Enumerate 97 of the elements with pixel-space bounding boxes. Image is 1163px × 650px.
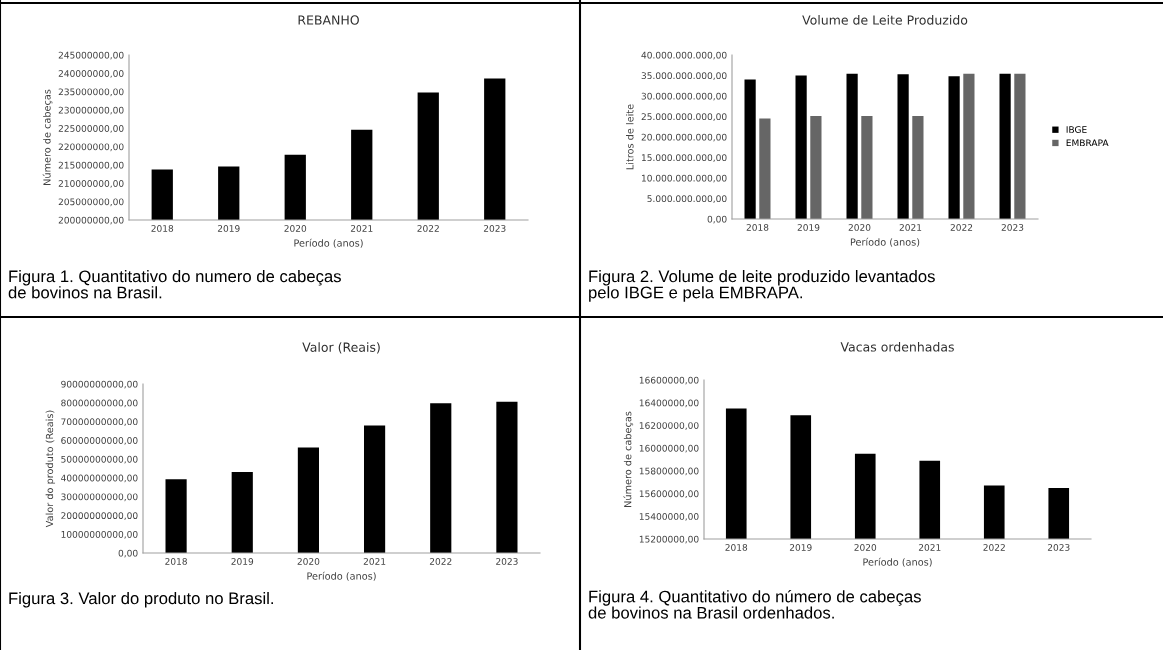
- y-tick-label: 15600000,00: [639, 490, 699, 499]
- bar: [948, 76, 960, 219]
- bar: [963, 73, 975, 219]
- x-tick-label: 2019: [231, 558, 254, 565]
- x-tick-label: 2018: [165, 558, 187, 565]
- x-tick-label: 2021: [350, 225, 373, 232]
- y-tick-label: 16000000,00: [639, 444, 699, 453]
- text: Figura 2. Volume de leite produzido levantados pelo IBGE e pela EMBRAPA.: [589, 270, 935, 302]
- chart-title: REBANHO: [298, 15, 359, 25]
- y-tick-label: 230000000,00: [58, 106, 124, 115]
- y-tick-label: 20000000000,00: [61, 512, 138, 520]
- text: Figura 3. Valor do produto no Brasil.: [9, 592, 273, 608]
- x-axis-title: Período (anos): [850, 237, 920, 247]
- x-tick-label: 2021: [363, 558, 386, 565]
- bar: [430, 403, 452, 553]
- y-tick-label: 30.000.000.000,00: [641, 92, 727, 101]
- y-tick-label: 205000000,00: [58, 198, 124, 207]
- y-tick-label: 245000000,00: [58, 51, 124, 60]
- x-tick-label: 2018: [725, 544, 748, 551]
- bar: [1014, 73, 1026, 219]
- y-tick-label: 225000000,00: [58, 125, 124, 133]
- x-tick-label: 2018: [746, 224, 769, 231]
- text: Figura 4. Quantitativo do número de cabeças de bovinos na Brasil ordenhados.: [588, 590, 921, 619]
- y-tick-label: 220000000,00: [58, 143, 124, 152]
- y-tick-label: 40.000.000.000,00: [641, 51, 727, 60]
- bar: [810, 116, 822, 219]
- chart-title: Vacas ordenhadas: [840, 341, 954, 352]
- y-tick-label: 35.000.000.000,00: [641, 72, 727, 80]
- x-axis-title: Período (anos): [294, 238, 363, 248]
- y-tick-label: 80000000000,00: [61, 399, 138, 408]
- y-tick-label: 5.000.000.000,00: [647, 195, 727, 203]
- x-tick-label: 2019: [789, 544, 812, 551]
- x-tick-label: 2023: [483, 225, 506, 232]
- x-tick-label: 2020: [297, 558, 320, 565]
- y-tick-label: 235000000,00: [58, 88, 124, 97]
- y-tick-label: 70000000000,00: [61, 418, 138, 427]
- bar: [861, 116, 873, 219]
- chart-title: Valor (Reais): [302, 342, 380, 354]
- x-tick-label: 2020: [848, 224, 871, 231]
- y-tick-label: 10000000000,00: [61, 530, 138, 539]
- x-tick-label: 2022: [417, 225, 439, 232]
- y-tick-label: 10.000.000.000,00: [641, 174, 727, 183]
- y-tick-label: 15200000,00: [639, 535, 699, 544]
- y-tick-label: 0,00: [707, 215, 727, 224]
- legend-label: EMBRAPA: [1066, 139, 1109, 147]
- text: Figura 1. Quantitativo do numero de cabeças de bovinos na Brasil.: [8, 270, 341, 299]
- bar: [846, 73, 858, 219]
- bar: [496, 401, 518, 553]
- y-tick-label: 15.000.000.000,00: [641, 154, 727, 162]
- y-tick-label: 40000000000,00: [61, 474, 138, 483]
- legend-label: IBGE: [1066, 126, 1087, 133]
- bar: [759, 118, 771, 219]
- bar: [165, 479, 187, 553]
- y-tick-label: 210000000,00: [58, 180, 124, 188]
- bar: [897, 74, 909, 219]
- y-tick-label: 16600000,00: [639, 376, 699, 385]
- x-tick-label: 2020: [284, 225, 307, 232]
- y-tick-label: 90000000000,00: [61, 380, 138, 389]
- y-axis-title: Número de cabeças: [623, 411, 634, 507]
- y-tick-label: 60000000000,00: [61, 437, 138, 445]
- x-tick-label: 2019: [797, 224, 820, 231]
- x-tick-label: 2022: [950, 224, 973, 231]
- x-tick-label: 2022: [983, 544, 1005, 551]
- x-tick-label: 2021: [899, 224, 922, 231]
- bar: [744, 79, 756, 219]
- y-axis-title: Litros de leite: [626, 104, 634, 170]
- x-tick-label: 2023: [496, 558, 518, 565]
- x-tick-label: 2023: [1047, 544, 1070, 551]
- bar: [364, 425, 386, 553]
- y-tick-label: 25.000.000.000,00: [641, 113, 727, 121]
- chart-title: Volume de Leite Produzido: [802, 15, 968, 25]
- x-tick-label: 2018: [151, 225, 174, 232]
- bar: [297, 447, 319, 553]
- y-tick-label: 0,00: [118, 549, 138, 558]
- y-axis-title: Valor do produto (Reais): [45, 410, 56, 528]
- y-tick-label: 200000000,00: [58, 216, 124, 225]
- x-tick-label: 2023: [1001, 224, 1024, 231]
- y-tick-label: 16200000,00: [639, 422, 699, 430]
- x-tick-label: 2022: [429, 558, 452, 565]
- y-tick-label: 240000000,00: [58, 70, 124, 78]
- x-tick-label: 2021: [918, 544, 941, 551]
- y-tick-label: 30000000000,00: [61, 493, 138, 502]
- y-axis-title: Número de cabeças: [42, 89, 53, 185]
- y-tick-label: 15400000,00: [639, 513, 699, 521]
- x-axis-title: Período (anos): [863, 557, 932, 567]
- x-tick-label: 2019: [217, 225, 240, 232]
- x-tick-label: 2020: [854, 544, 877, 551]
- bar: [999, 73, 1011, 219]
- bar: [795, 75, 807, 219]
- y-tick-label: 50000000000,00: [61, 455, 138, 464]
- y-tick-label: 16400000,00: [639, 399, 699, 408]
- y-tick-label: 20.000.000.000,00: [641, 133, 727, 142]
- bar: [231, 471, 253, 553]
- y-tick-label: 215000000,00: [58, 161, 124, 170]
- bar: [912, 116, 924, 219]
- y-tick-label: 15800000,00: [639, 467, 699, 476]
- x-axis-title: Período (anos): [307, 571, 376, 581]
